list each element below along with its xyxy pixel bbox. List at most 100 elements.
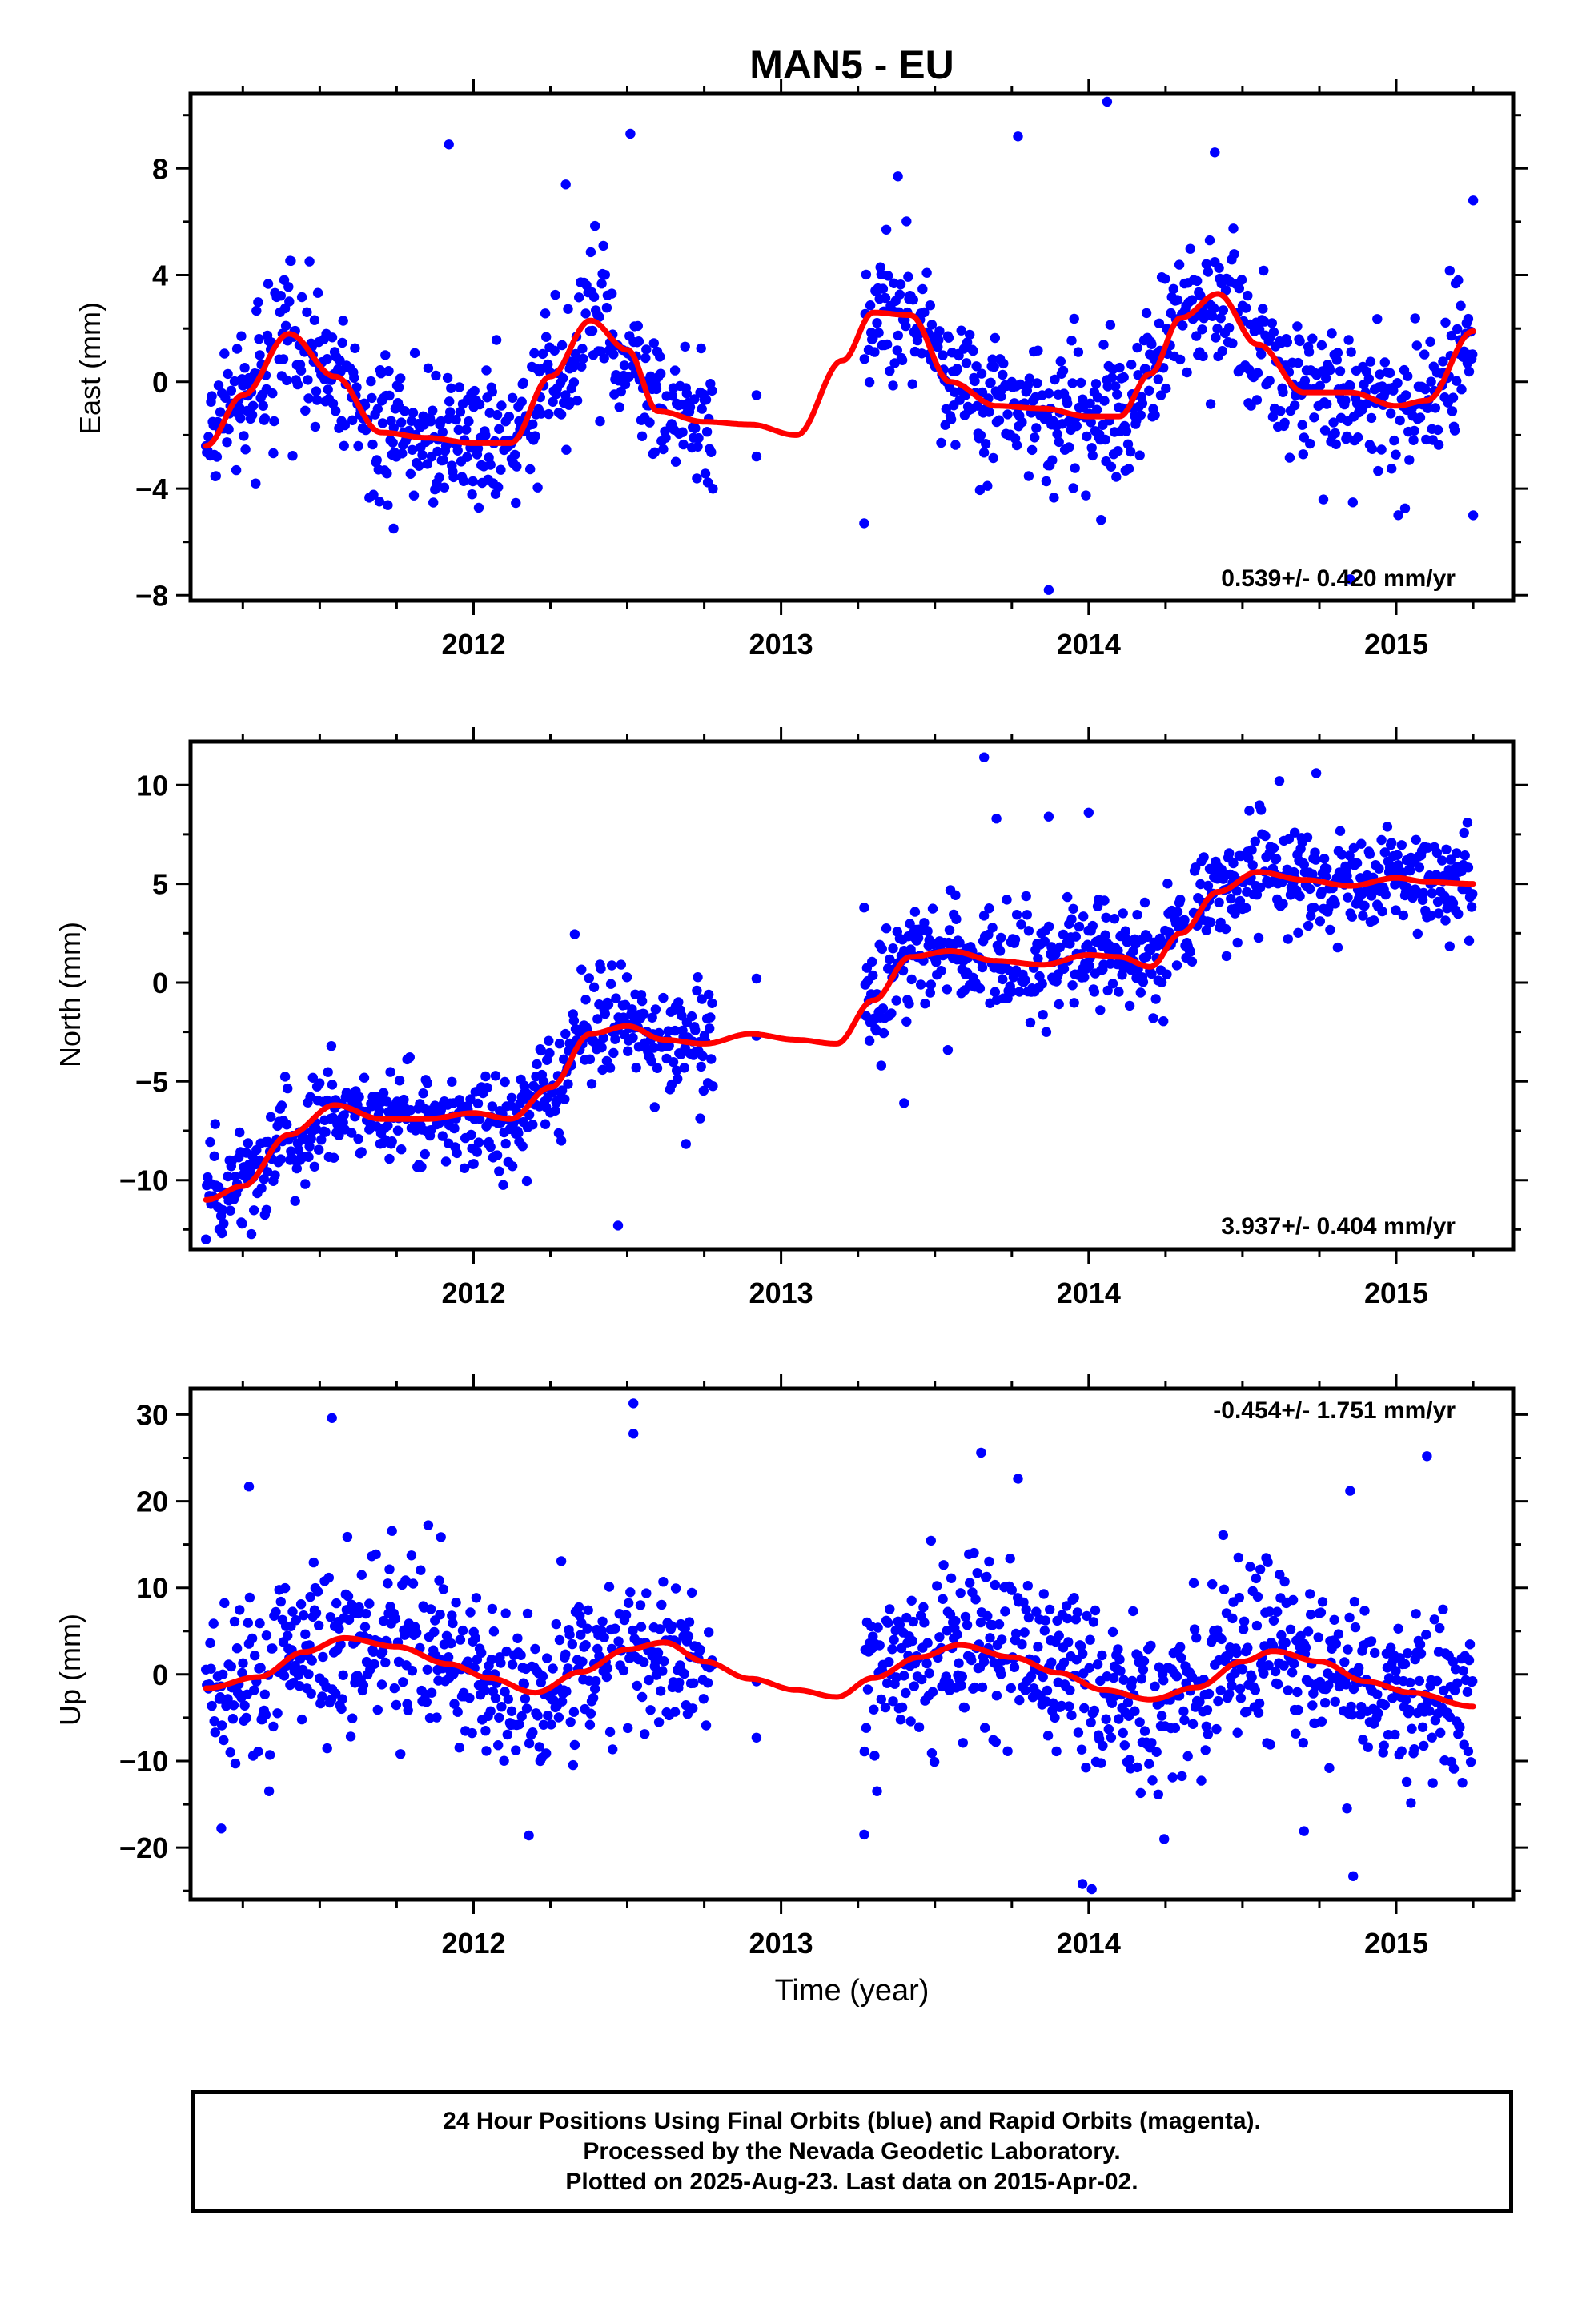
data-point	[1244, 806, 1255, 816]
data-point	[1462, 818, 1473, 828]
data-point	[913, 933, 924, 943]
data-point	[1321, 373, 1331, 384]
data-point	[990, 332, 1001, 344]
data-point	[1325, 364, 1335, 376]
data-point	[384, 1153, 395, 1164]
data-point	[496, 1658, 506, 1668]
data-point	[869, 1751, 880, 1761]
data-point	[1365, 356, 1376, 367]
data-point	[318, 1651, 328, 1663]
data-point	[485, 1706, 496, 1716]
data-point	[670, 456, 681, 467]
data-point	[1033, 1642, 1043, 1652]
data-point	[408, 490, 420, 501]
data-point	[396, 373, 406, 384]
data-point	[1330, 899, 1340, 909]
data-point	[1293, 927, 1303, 939]
data-point	[451, 414, 461, 425]
data-point	[877, 1003, 889, 1014]
data-point	[216, 1823, 227, 1834]
data-point	[1138, 1664, 1149, 1675]
data-point	[1295, 891, 1305, 902]
data-point	[500, 1608, 511, 1618]
data-point	[249, 1685, 259, 1695]
data-point	[286, 255, 296, 267]
data-point	[1097, 1650, 1107, 1661]
data-point	[552, 1096, 562, 1106]
data-point	[393, 1656, 404, 1667]
data-point	[1393, 510, 1403, 521]
data-point	[467, 489, 477, 500]
data-point	[1217, 346, 1228, 356]
data-point	[353, 1133, 363, 1144]
data-point	[1000, 1606, 1010, 1617]
data-point	[275, 1596, 286, 1607]
data-point	[1468, 889, 1478, 899]
data-point	[1153, 374, 1164, 384]
data-point	[1435, 1727, 1446, 1738]
data-point	[492, 1150, 503, 1160]
data-point	[1150, 410, 1160, 420]
data-point	[388, 523, 399, 534]
data-point	[988, 452, 998, 464]
data-point	[1429, 1614, 1440, 1625]
data-point	[429, 1626, 440, 1638]
data-point	[490, 1693, 501, 1703]
data-point	[414, 460, 424, 471]
data-point	[1419, 887, 1429, 899]
data-point	[1447, 1656, 1459, 1667]
data-point	[438, 455, 448, 465]
data-point	[325, 1612, 336, 1622]
data-point	[1054, 436, 1064, 448]
data-point	[1045, 1604, 1055, 1615]
data-point	[387, 1136, 397, 1147]
data-point	[294, 1681, 305, 1691]
data-point	[206, 1663, 216, 1674]
data-point	[390, 1614, 401, 1624]
data-point	[669, 1025, 681, 1036]
data-point	[481, 365, 492, 376]
data-point	[957, 1671, 968, 1682]
x-tick-label: 2014	[1057, 628, 1121, 661]
data-point	[262, 1167, 273, 1177]
data-point	[917, 1674, 927, 1685]
data-point	[1033, 953, 1043, 964]
data-point	[1043, 921, 1054, 932]
data-point	[1066, 914, 1077, 924]
data-point	[506, 1092, 517, 1104]
x-tick-label: 2013	[749, 1277, 813, 1309]
data-point	[1237, 1664, 1248, 1675]
data-point	[1200, 1745, 1211, 1755]
data-point	[327, 1080, 338, 1090]
data-point	[584, 973, 594, 983]
data-point	[621, 972, 632, 983]
data-point	[389, 1683, 400, 1694]
data-point	[666, 1621, 677, 1631]
data-point	[291, 1615, 301, 1626]
data-point	[584, 1719, 596, 1730]
data-point	[869, 347, 880, 357]
data-point	[580, 995, 591, 1005]
data-point	[1468, 1676, 1478, 1687]
data-point	[405, 1105, 416, 1116]
data-point	[1043, 811, 1054, 822]
data-point	[655, 1624, 665, 1634]
data-point	[331, 406, 341, 416]
data-point	[1201, 1721, 1212, 1731]
data-point	[528, 1727, 538, 1738]
data-point	[284, 296, 295, 307]
data-point	[655, 352, 665, 362]
data-point	[1224, 1689, 1235, 1699]
data-point	[235, 1605, 245, 1615]
data-point	[954, 938, 965, 948]
data-point	[1422, 1451, 1432, 1462]
data-point	[1191, 331, 1202, 341]
data-point	[1090, 1605, 1101, 1616]
data-point	[922, 1638, 933, 1648]
data-point	[366, 376, 376, 387]
data-point	[384, 1564, 395, 1574]
data-point	[706, 447, 717, 457]
data-point	[674, 1677, 685, 1688]
data-point	[1042, 1731, 1054, 1741]
